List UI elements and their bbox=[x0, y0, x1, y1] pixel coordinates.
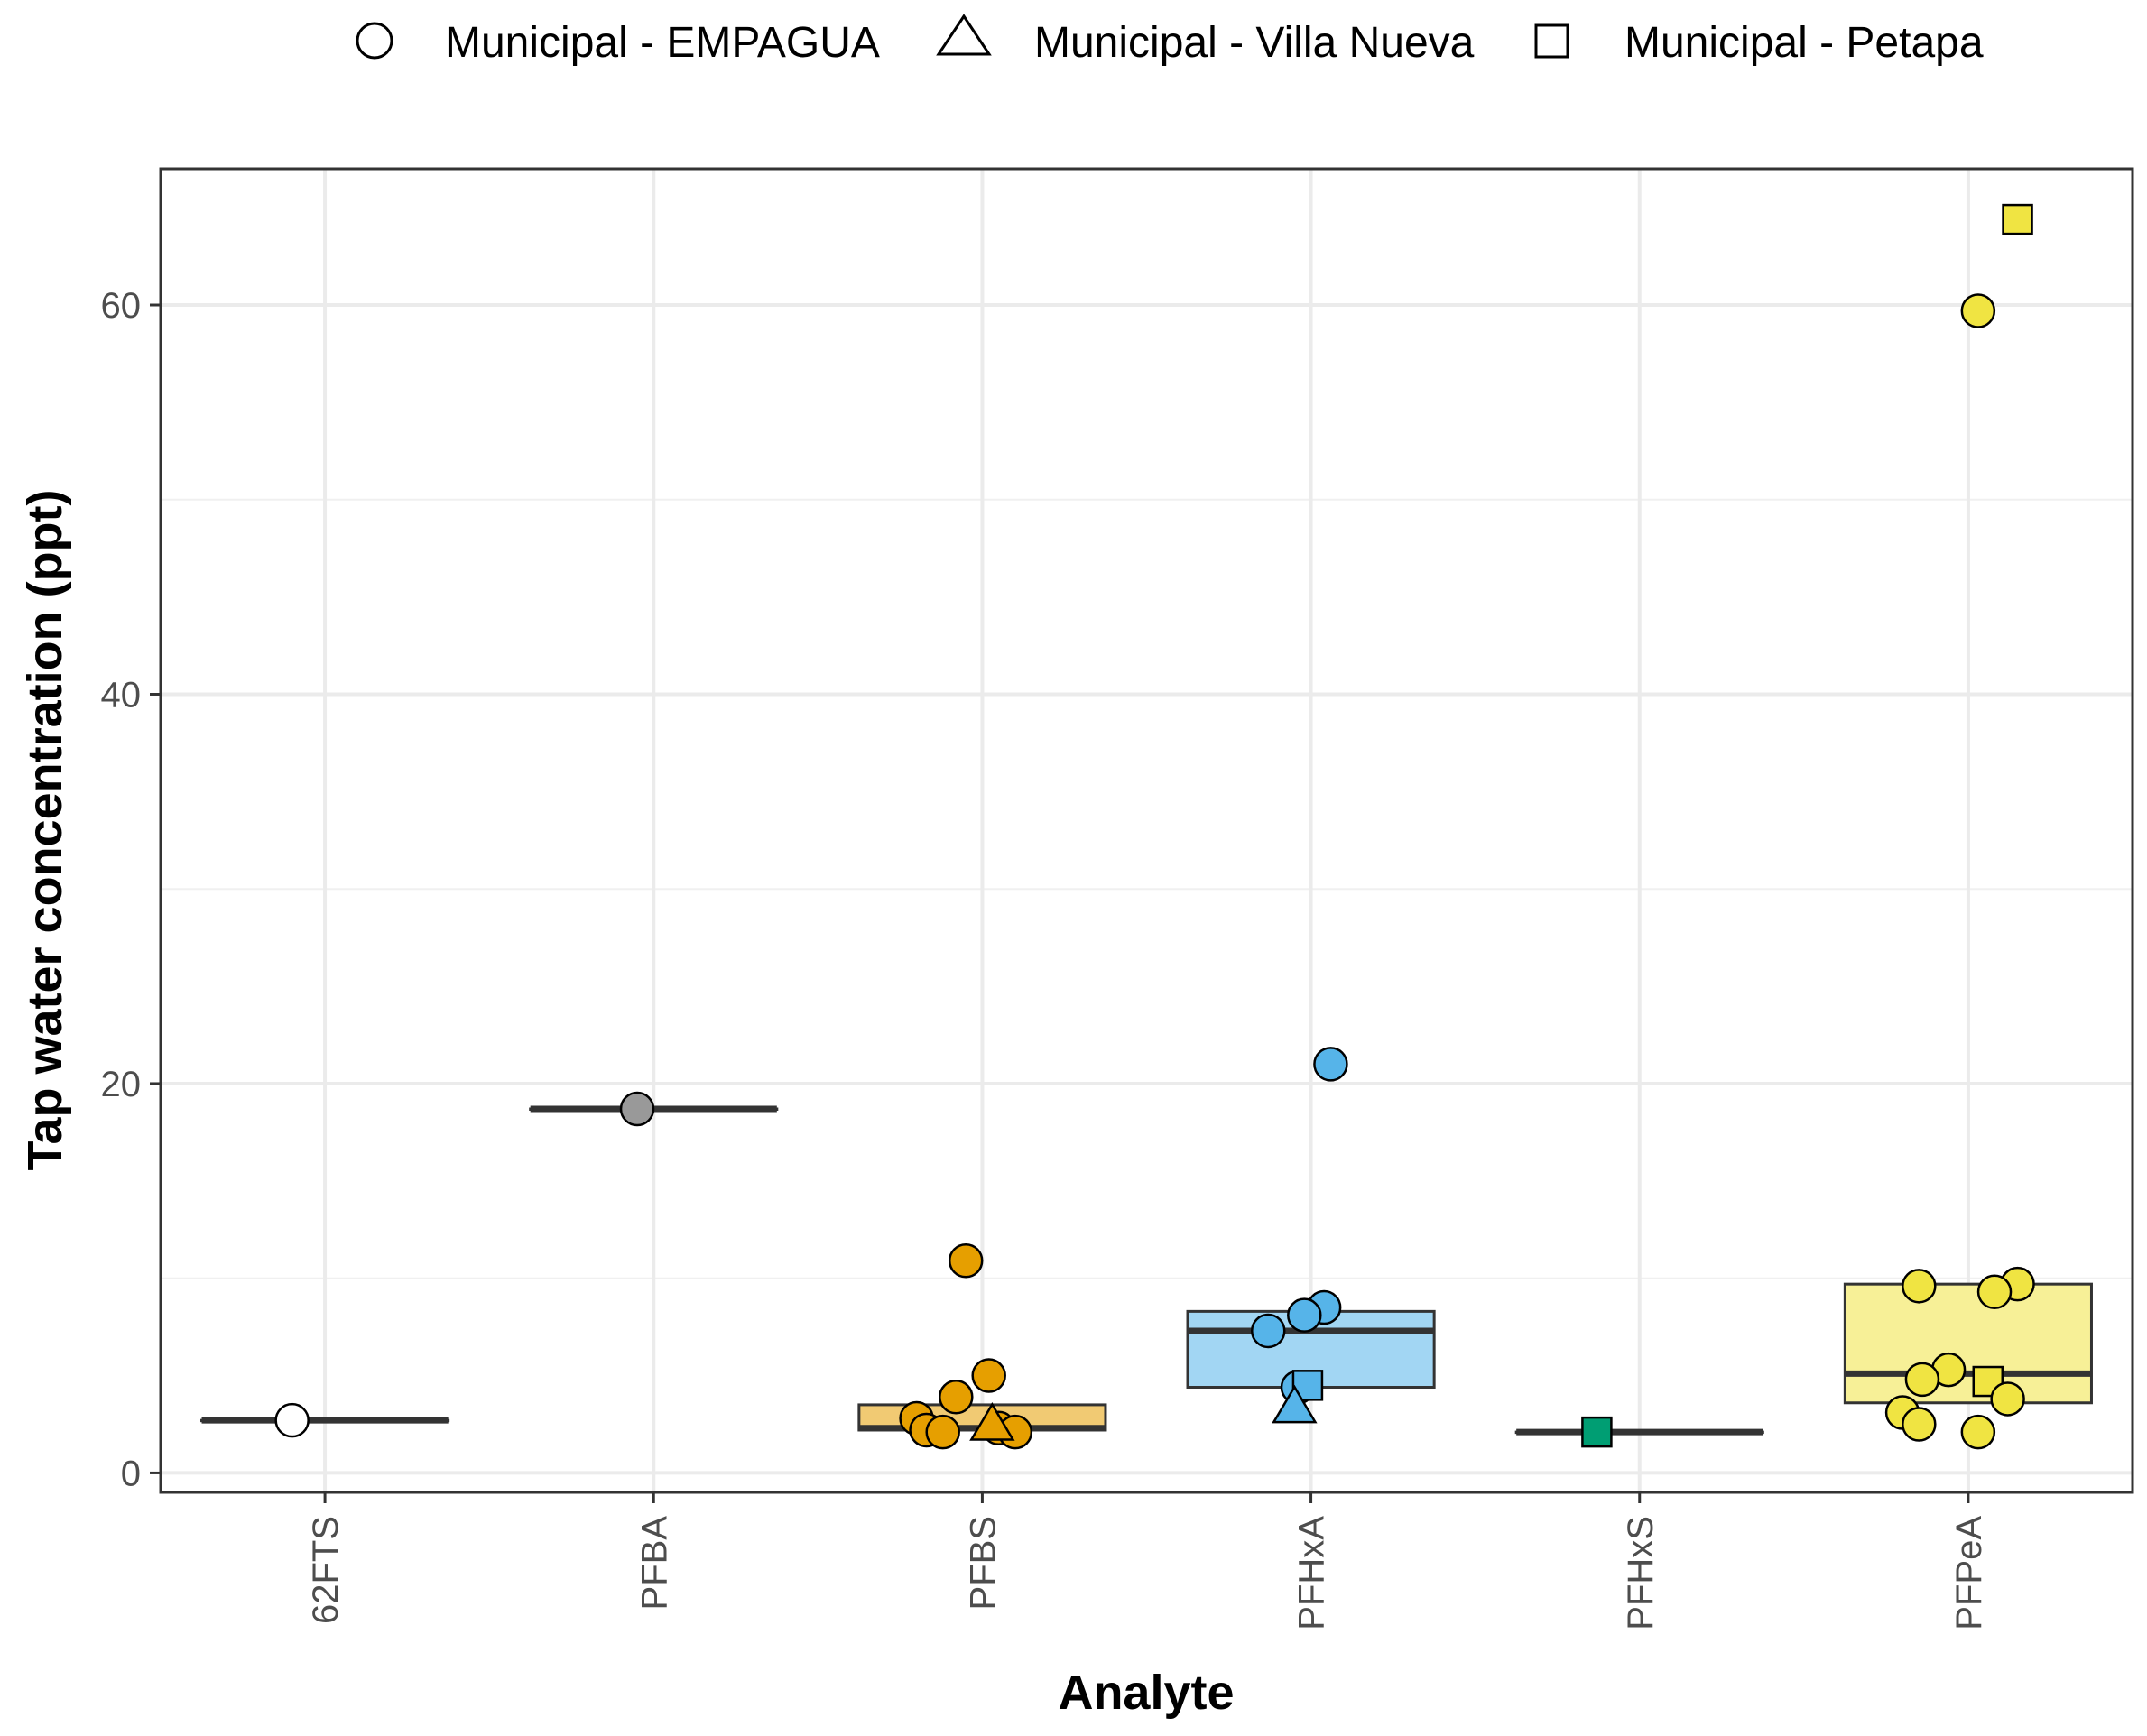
legend: Municipal - EMPAGUA Municipal - Villa Nu… bbox=[356, 14, 1984, 67]
legend-triangle-icon bbox=[936, 14, 992, 56]
data-points bbox=[274, 203, 2035, 1450]
legend-label-petapa: Municipal - Petapa bbox=[1624, 19, 1984, 67]
point-pfpea-circle bbox=[1904, 1362, 1940, 1398]
y-tick-label: 20 bbox=[101, 1065, 142, 1104]
x-tick-label-pfpea: PFPeA bbox=[1949, 1516, 1989, 1630]
point-pfpea-circle bbox=[1990, 1381, 2025, 1417]
plot-panel bbox=[161, 169, 2133, 1492]
grid-lines bbox=[161, 169, 2133, 1492]
point-pfhxa-circle bbox=[1250, 1313, 1286, 1349]
point-pfbs-circle bbox=[939, 1380, 974, 1415]
x-tick-label-pfbs: PFBS bbox=[963, 1516, 1003, 1610]
x-axis: 62FTS PFBA PFBS PFHxA PFHxS PFPeA bbox=[306, 1492, 1989, 1630]
point-pfpea-circle bbox=[1902, 1269, 1937, 1304]
x-tick-label-pfhxa: PFHxA bbox=[1292, 1516, 1332, 1630]
legend-square-icon bbox=[1534, 23, 1569, 59]
y-axis: 0 20 40 60 bbox=[101, 286, 161, 1493]
y-tick-label: 60 bbox=[101, 286, 142, 326]
point-pfpea-circle bbox=[1960, 293, 1996, 328]
y-tick-label: 0 bbox=[121, 1454, 141, 1493]
x-tick-label-pfhxs: PFHxS bbox=[1621, 1516, 1661, 1630]
point-pfhxs-square bbox=[1581, 1416, 1613, 1448]
point-pfbs-circle bbox=[925, 1414, 960, 1450]
y-tick-label: 40 bbox=[101, 675, 142, 715]
plot-border bbox=[159, 167, 2134, 1494]
x-tick-label-pfba: PFBA bbox=[634, 1516, 674, 1611]
legend-label-empagua: Municipal - EMPAGUA bbox=[445, 19, 880, 67]
point-pfhxa-circle bbox=[1287, 1297, 1322, 1333]
y-axis-title: Tap water concentration (ppt) bbox=[18, 489, 72, 1170]
point-pfpea-circle bbox=[1960, 1414, 1996, 1450]
point-pfhxa-circle bbox=[1313, 1047, 1348, 1082]
boxes bbox=[200, 1105, 2093, 1436]
point-pfpea-circle bbox=[1976, 1274, 2013, 1310]
x-axis-title: Analyte bbox=[1058, 1666, 1234, 1720]
box-pfpea bbox=[1843, 1282, 2093, 1405]
point-pfpea-circle bbox=[1902, 1407, 1937, 1442]
point-pfba-circle bbox=[619, 1091, 655, 1127]
legend-circle-icon bbox=[356, 22, 393, 60]
point-pfbs-triangle bbox=[969, 1402, 1015, 1441]
point-pfhxa-triangle bbox=[1272, 1384, 1318, 1424]
x-tick-label-62fts: 62FTS bbox=[306, 1516, 346, 1624]
legend-label-villa-nueva: Municipal - Villa Nueva bbox=[1034, 19, 1475, 67]
point-pfbs-circle bbox=[971, 1358, 1006, 1393]
point-62fts-circle bbox=[274, 1402, 310, 1438]
point-pfpea-square bbox=[2002, 203, 2033, 235]
point-pfbs-circle bbox=[948, 1243, 984, 1279]
